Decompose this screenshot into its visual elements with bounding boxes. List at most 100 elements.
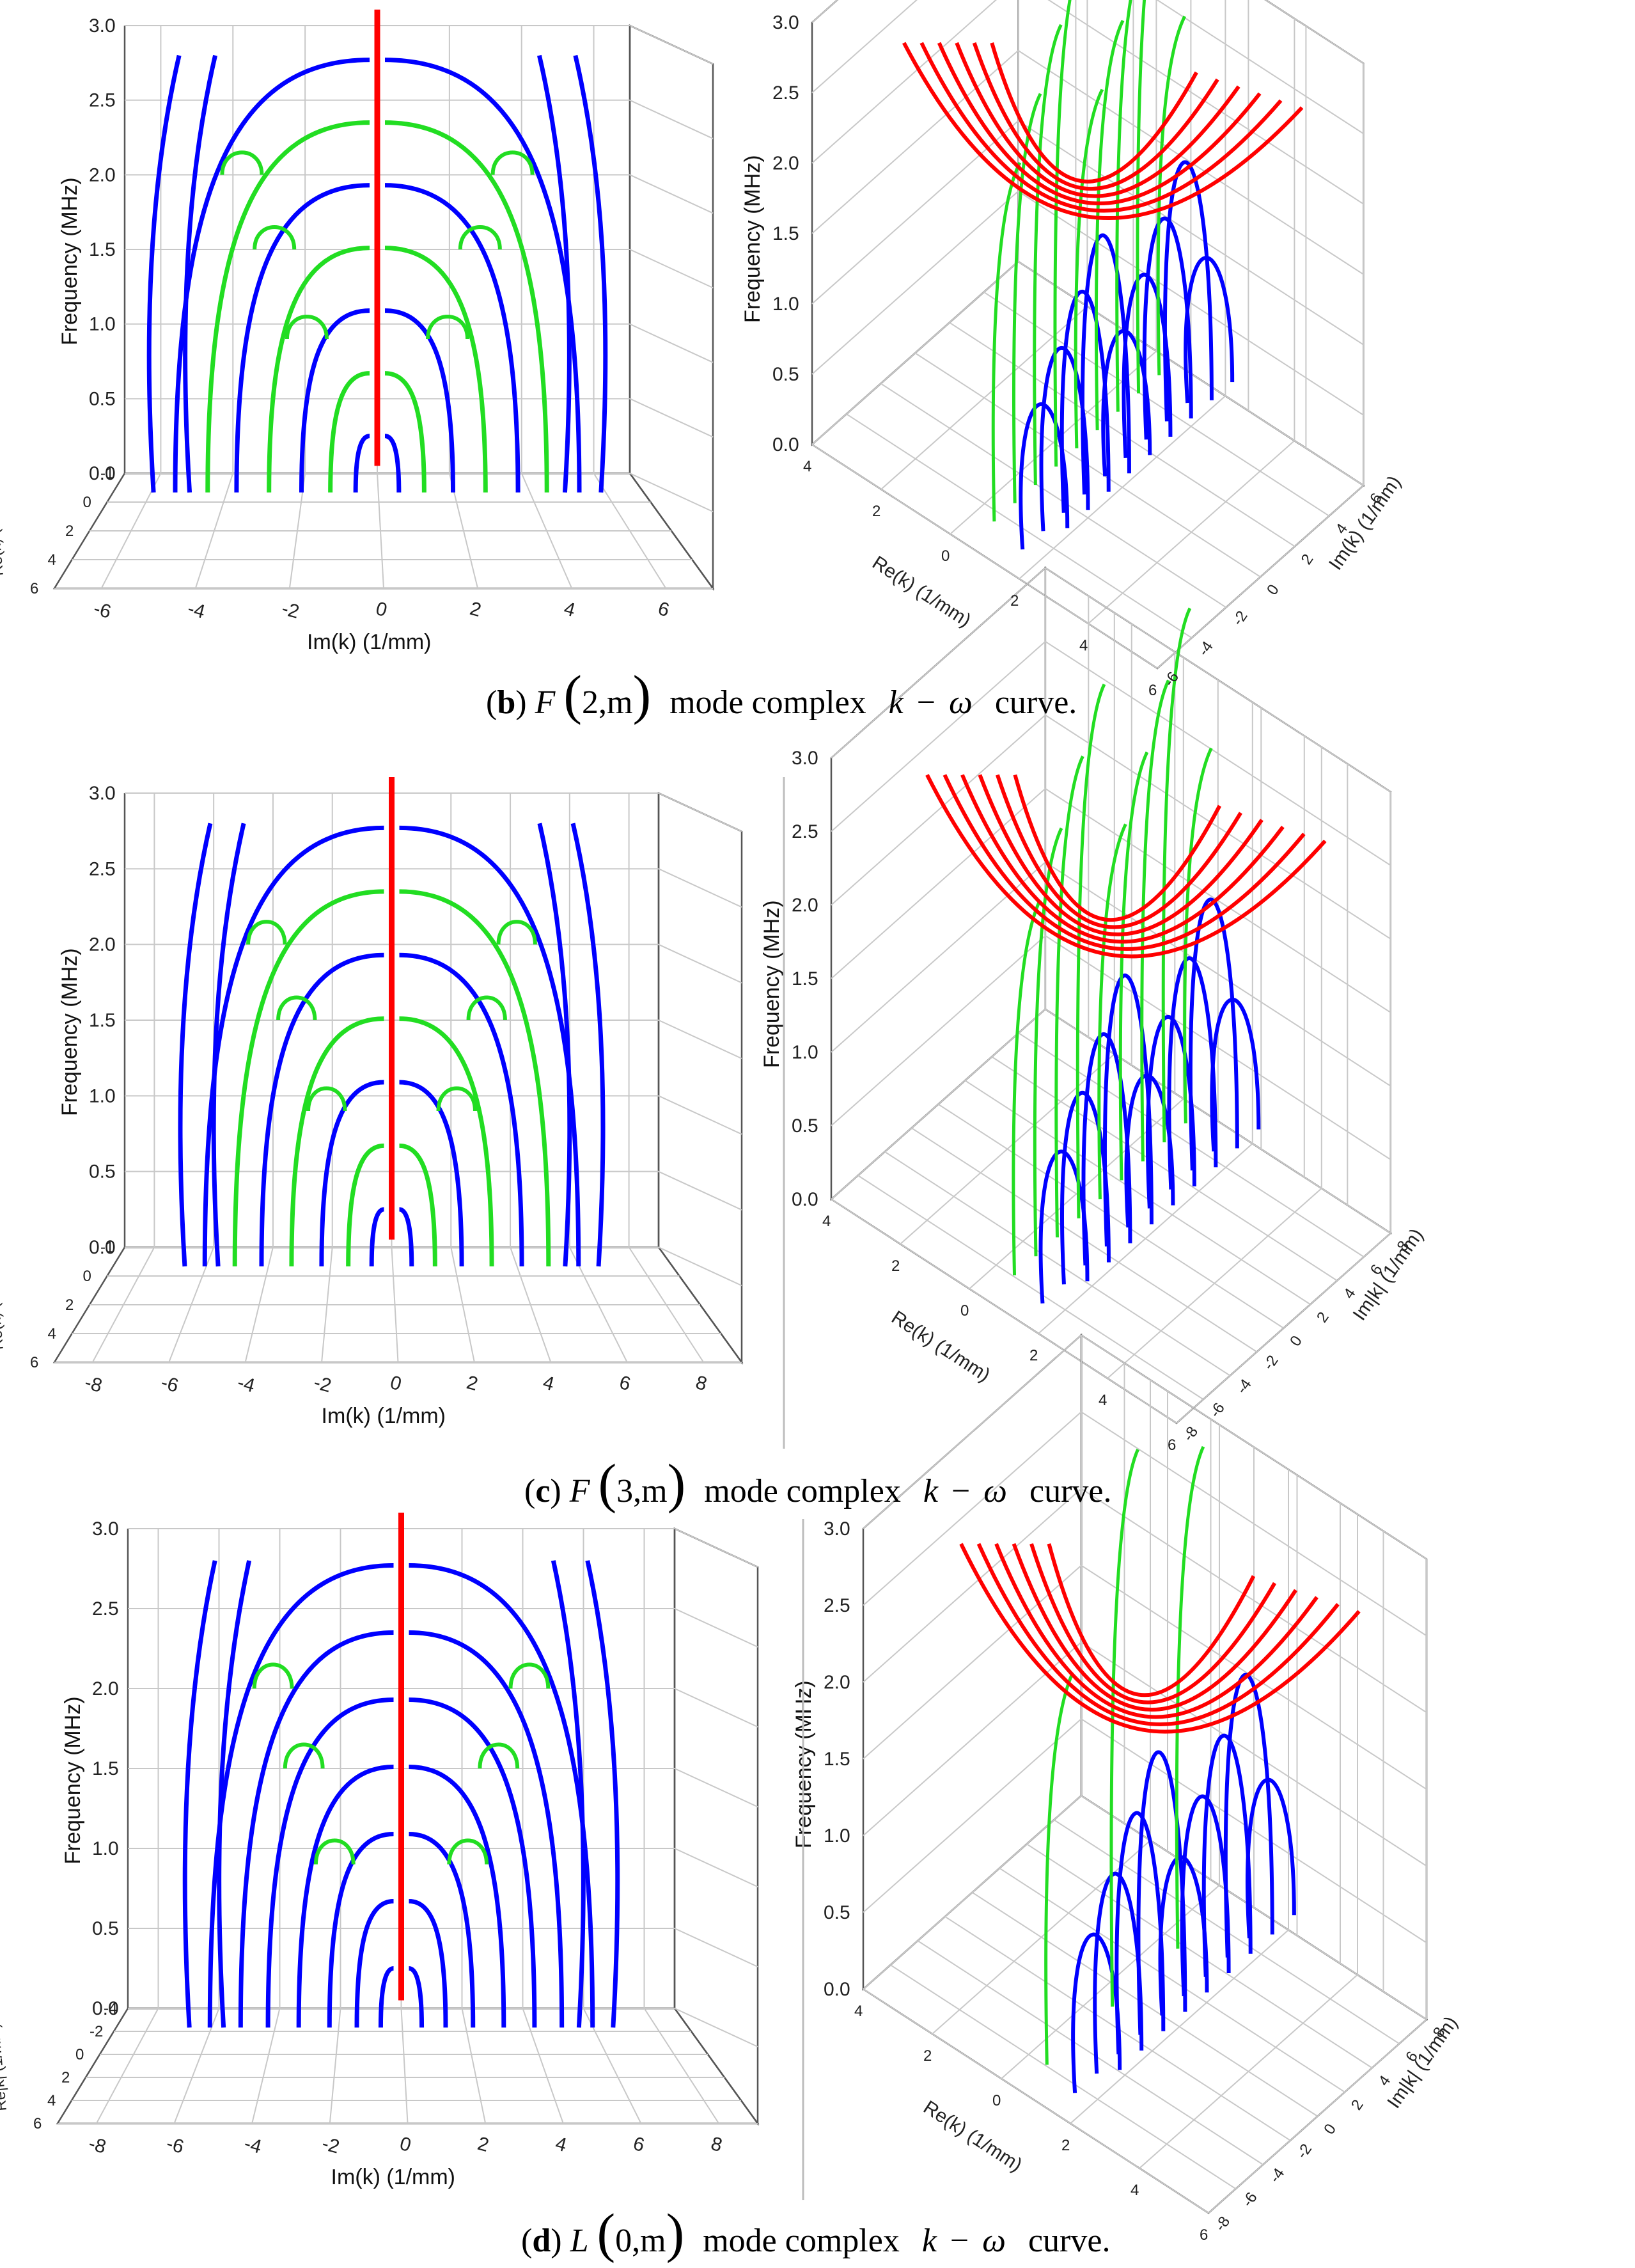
persp-0-xtick: 6	[1148, 682, 1157, 699]
front-0-arch	[328, 371, 370, 493]
front-2-sidegrid	[674, 1608, 758, 1648]
front-0-arch	[384, 183, 520, 493]
persp-2-xtick: 6	[1200, 2226, 1208, 2244]
front-0-xtick: 0	[373, 598, 389, 621]
persp-2-complex-branch	[1109, 1449, 1139, 2007]
persp-1-complex-branch	[1076, 683, 1106, 1218]
persp-0-imag-arch	[1019, 402, 1070, 550]
front-0-arch	[173, 58, 370, 493]
persp-2-real-curve	[1029, 1543, 1277, 1705]
front-1-sidegrid	[658, 1095, 742, 1135]
persp-1-ytick: 0.5	[792, 1115, 818, 1137]
front-0-ylabel: Frequency (MHz)	[58, 177, 82, 345]
persp-2-complex-branch	[1175, 1445, 1205, 1949]
front-0-arch	[384, 371, 426, 493]
persp-1-zgrid	[964, 1080, 1311, 1305]
persp-0-ztick: 2	[1298, 551, 1317, 567]
persp-1-xtick: 4	[1099, 1392, 1107, 1409]
persp-0-zgrid	[846, 413, 1193, 639]
front-2-floorgrid	[251, 2008, 281, 2124]
persp-2-zgrid	[1081, 1795, 1427, 2020]
front-0-arch	[267, 246, 370, 493]
front-1-arch	[399, 952, 524, 1267]
front-0-xtick: 6	[656, 598, 672, 621]
persp-2-ytick: 3.0	[824, 1518, 850, 1540]
persp-1-xtick: 0	[960, 1302, 969, 1319]
front-2-outer-branch	[182, 1560, 217, 2028]
front-0-outer-branch	[183, 54, 217, 493]
persp-2-ytick: 1.0	[824, 1825, 850, 1847]
persp-0-ytick: 0.5	[772, 364, 799, 385]
front-2-sidegrid	[674, 2008, 758, 2047]
persp-0-zgrid	[880, 382, 1227, 608]
front-0-complex-loop	[253, 225, 297, 250]
front-2-floor	[56, 2007, 760, 2125]
front-2-complex-loop	[447, 1838, 489, 1865]
persp-0-imag-arch	[1039, 345, 1090, 532]
persp-2-zgrid	[1026, 1843, 1373, 2068]
front-2-arch	[409, 1765, 506, 2028]
persp-1-ztick: -8	[1180, 1423, 1201, 1444]
front-2-ztick: -2	[90, 2023, 103, 2040]
front-1-arch	[399, 1016, 494, 1267]
front-1-xtick: -6	[159, 1372, 180, 1397]
persp-0-imag-arch	[1184, 256, 1235, 404]
persp-0-xlabel: Re(k) (1/mm)	[868, 552, 974, 631]
front-2-arch	[409, 1563, 595, 2028]
caption-d: (d) L (0,m) mode complex k − ω curve.	[521, 2202, 1110, 2264]
persp-0-complex-branch	[1033, 24, 1063, 485]
persp-2-hgrid	[863, 1564, 1427, 1790]
front-1-sidegrid	[658, 943, 742, 984]
front-0-xtick: 4	[561, 598, 577, 621]
front-0-arch	[353, 434, 370, 493]
persp-2-complex-branch	[1044, 1673, 1074, 2065]
persp-2-real-curve	[976, 1543, 1340, 1726]
front-0-xtick: -2	[279, 598, 301, 623]
persp-2-zgrid	[890, 1964, 1237, 2190]
front-2-arch	[354, 1899, 394, 2028]
persp-0-imag-arch	[1163, 160, 1214, 421]
persp-0-real-curve	[972, 42, 1219, 191]
persp-2-xtick: 4	[1130, 2182, 1139, 2199]
front-1-sidegrid	[658, 1170, 742, 1211]
front-2-arch	[409, 1899, 448, 2028]
front-1-complex-loop	[496, 920, 537, 945]
persp-0-xtick: 4	[1079, 637, 1088, 654]
persp-1-xlabel: Re(k) (1/mm)	[888, 1307, 994, 1386]
persp-0-real-curve	[955, 42, 1240, 198]
persp-0-complex-branch	[1136, 0, 1146, 394]
front-2-ztick: 4	[47, 2092, 56, 2109]
front-0-outer-branch	[146, 54, 182, 493]
persp-1-xtick: 6	[1168, 1437, 1176, 1454]
front-0-complex-loop	[285, 315, 329, 340]
front-1-ztick: 0	[83, 1268, 91, 1285]
front-1-ztick: 2	[65, 1296, 74, 1314]
persp-1-ztick: -4	[1233, 1376, 1255, 1397]
persp-1-ytick: 2.0	[792, 895, 818, 916]
persp-0-ytick: 3.0	[772, 12, 799, 33]
persp-1-imag-arch	[1210, 997, 1261, 1152]
persp-2-xtick: 0	[992, 2092, 1001, 2109]
front-0-xtick: -4	[185, 598, 207, 623]
persp-1-zlabel: Im|k| (1/mm)	[1349, 1225, 1428, 1325]
persp-2-ztick: -4	[1266, 2165, 1288, 2186]
persp-0-imag-arch	[1122, 272, 1173, 459]
front-0-xtick: 2	[467, 598, 483, 621]
front-0-ytick: 1.0	[89, 314, 116, 335]
front-2-arch	[409, 1832, 476, 2028]
persp-2-xtick: 2	[923, 2047, 932, 2065]
front-1-outer-branch	[537, 823, 572, 1267]
front-2-arch	[409, 1630, 565, 2028]
front-2-floorgrid	[400, 2008, 409, 2124]
persp-1-ylabel: Frequency (MHz)	[760, 900, 784, 1068]
front-2-xtick: -6	[164, 2133, 186, 2158]
persp-1-ytick: 1.5	[792, 968, 818, 989]
front-0-arch	[234, 183, 370, 493]
front-2-xtick: 0	[398, 2133, 414, 2156]
front-1-arch	[399, 825, 581, 1267]
persp-2-real-curve	[1012, 1543, 1298, 1712]
persp-2-xtick: 4	[854, 2003, 863, 2020]
persp-0-complex-branch	[1053, 0, 1072, 467]
front-2-ztick: 6	[33, 2115, 42, 2132]
front-1-sidegrid	[658, 1247, 742, 1286]
